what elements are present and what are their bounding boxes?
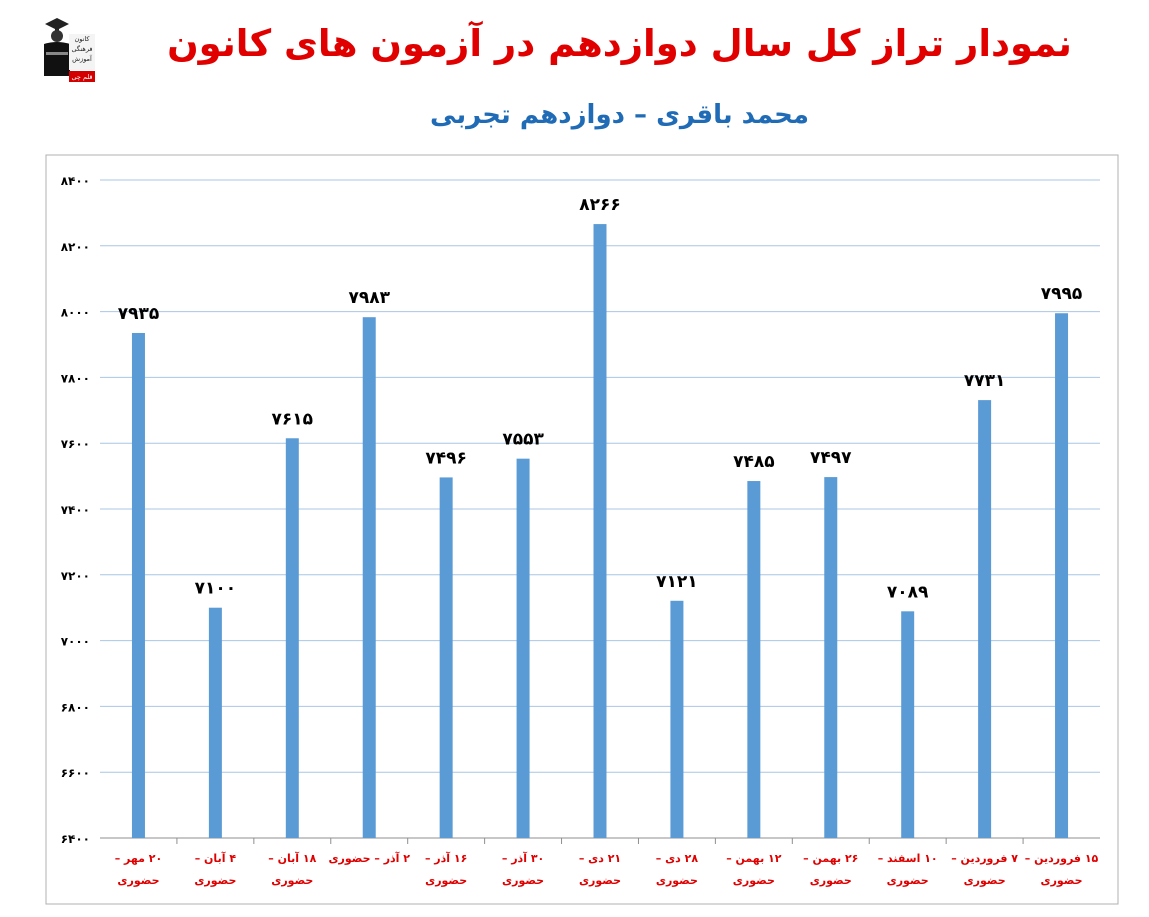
y-tick-label: ۸۴۰۰ <box>61 174 90 188</box>
x-category-label: حضوری <box>117 874 159 887</box>
x-category-label: ۲۶ بهمن – <box>803 852 858 865</box>
chart-subtitle: محمد باقری – دوازدهم تجربی <box>430 100 809 130</box>
x-category-label: حضوری <box>656 874 698 887</box>
bar <box>439 477 453 838</box>
y-tick-label: ۸۰۰۰ <box>61 306 90 320</box>
x-category-label: ۱۶ آذر – <box>425 851 467 865</box>
x-category-label: ۱۲ بهمن – <box>726 852 782 865</box>
kanoon-logo: کانون فرهنگی آموزش قلم چی <box>40 14 96 86</box>
x-category-label: حضوری <box>887 874 929 887</box>
x-category-label: ۴ آبان – <box>195 851 237 865</box>
bar <box>824 477 838 838</box>
x-category-label: حضوری <box>733 874 775 887</box>
y-axis-ticks: ۶۴۰۰ ۶۶۰۰ ۶۸۰۰ ۷۰۰۰ ۷۲۰۰ ۷۴۰۰ ۷۶۰۰ ۷۸۰۰ ۸۰۰۰ ۸۲۰۰… <box>61 174 90 846</box>
value-label: ۸۲۶۶ <box>579 195 621 215</box>
value-label: ۷۹۳۵ <box>118 304 160 324</box>
bar <box>593 224 607 838</box>
logo-word-2: فرهنگی <box>71 45 92 53</box>
value-label: ۷۱۰۰ <box>195 579 237 599</box>
value-label: ۷۵۵۳ <box>502 430 544 450</box>
x-category-label: ۲۰ مهر – <box>115 852 163 865</box>
logo-graphic: کانون فرهنگی آموزش قلم چی <box>44 18 95 82</box>
logo-word-3: آموزش <box>72 54 93 63</box>
bars <box>131 224 1069 838</box>
x-category-label: حضوری <box>194 874 236 887</box>
logo-word-4: قلم چی <box>71 73 92 81</box>
chart-frame <box>45 154 1119 905</box>
value-labels: ۷۹۳۵ ۷۱۰۰ ۷۶۱۵ ۷۹۸۳ ۷۴۹۶ ۷۵۵۳ ۸۲۶۶ ۷۱۲۱ ۷۴۸۵ ۷۴۹۷… <box>118 195 1083 602</box>
bar <box>670 600 684 838</box>
bar <box>978 400 992 838</box>
y-tick-label: ۶۴۰۰ <box>61 832 90 846</box>
value-label: ۷۱۲۱ <box>656 572 698 592</box>
value-label: ۷۶۱۵ <box>272 409 314 429</box>
y-tick-label: ۶۶۰۰ <box>61 766 90 780</box>
bar <box>362 317 376 838</box>
chart-title: نمودار تراز کل سال دوازدهم در آزمون های … <box>167 22 1072 65</box>
y-tick-label: ۷۲۰۰ <box>61 569 90 583</box>
value-label: ۷۷۳۱ <box>964 371 1006 391</box>
logo-word-1: کانون <box>74 35 90 43</box>
value-label: ۷۴۸۵ <box>733 452 775 472</box>
y-tick-label: ۷۶۰۰ <box>61 437 90 451</box>
bar <box>516 458 530 838</box>
bar <box>901 611 915 838</box>
value-label: ۷۴۹۶ <box>425 448 467 468</box>
y-tick-label: ۷۴۰۰ <box>61 503 90 517</box>
x-category-label: ۲ آذر – حضوری <box>328 851 410 865</box>
x-category-label: حضوری <box>425 874 467 887</box>
x-category-label: ۲۱ دی – <box>579 852 621 865</box>
bar <box>1055 313 1069 838</box>
y-tick-label: ۸۲۰۰ <box>61 240 90 254</box>
x-category-label: حضوری <box>1040 874 1082 887</box>
x-category-label: حضوری <box>579 874 621 887</box>
x-category-label: ۱۸ آبان – <box>268 851 316 865</box>
x-category-label: حضوری <box>502 874 544 887</box>
y-tick-label: ۶۸۰۰ <box>61 700 90 714</box>
bar <box>747 481 761 838</box>
x-category-label: حضوری <box>964 874 1006 887</box>
y-tick-label: ۷۸۰۰ <box>61 371 90 385</box>
x-category-label: ۱۵ فروردین – <box>1025 852 1099 865</box>
bar <box>285 438 299 838</box>
bar <box>208 607 222 838</box>
value-label: ۷۹۸۳ <box>348 288 390 308</box>
y-tick-label: ۷۰۰۰ <box>61 635 90 649</box>
value-label: ۷۹۹۵ <box>1041 284 1083 304</box>
x-category-label: ۲۸ دی – <box>656 852 699 865</box>
value-label: ۷۰۸۹ <box>887 582 929 602</box>
x-category-label: ۳۰ آذر – <box>502 851 544 865</box>
x-category-label: ۷ فروردین – <box>951 852 1018 865</box>
value-label: ۷۴۹۷ <box>810 448 852 468</box>
x-category-label: ۱۰ اسفند – <box>878 852 938 865</box>
x-axis-labels: ۲۰ مهر – حضوری ۴ آبان – حضوری ۱۸ آبان – حضوری… <box>115 851 1099 887</box>
x-category-label: حضوری <box>810 874 852 887</box>
x-category-label: حضوری <box>271 874 313 887</box>
bar <box>131 332 145 838</box>
